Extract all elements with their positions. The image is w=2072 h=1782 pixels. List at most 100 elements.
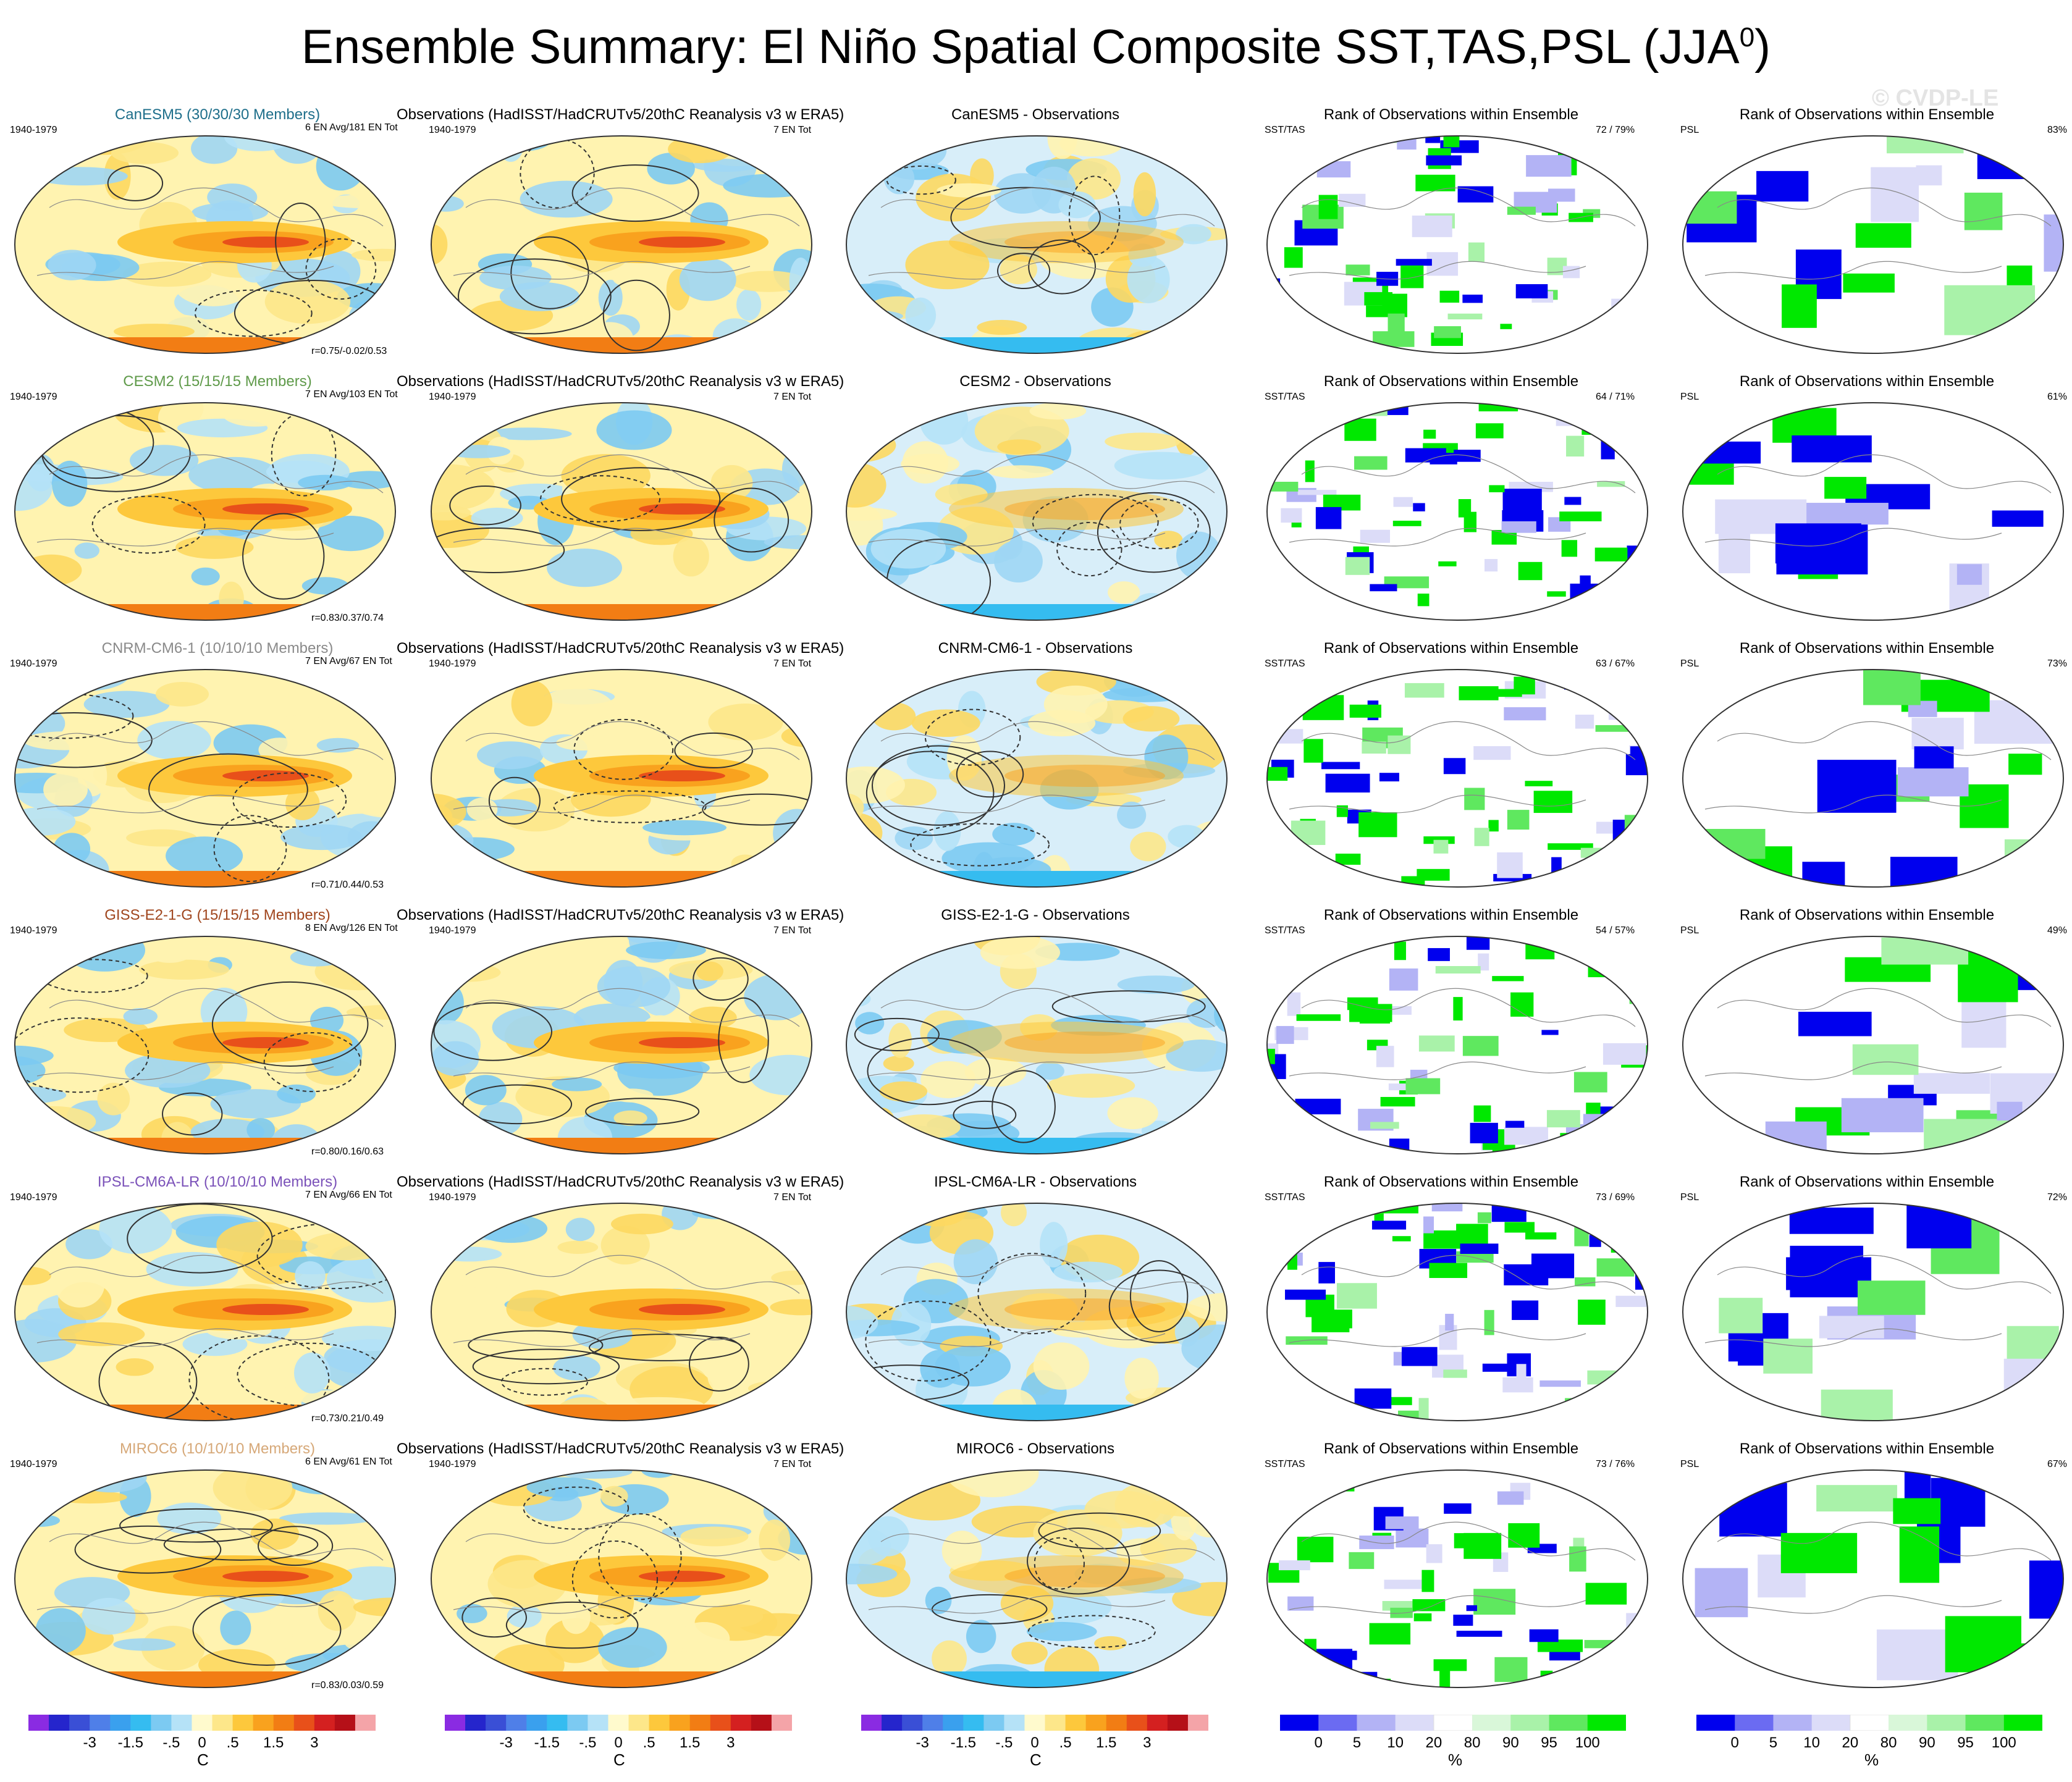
colorbar-tick-label: 0 [614, 1734, 623, 1751]
psl-contour [163, 1528, 319, 1561]
coastline [880, 454, 1215, 494]
ranksst-map [1266, 1469, 1648, 1688]
rank-cell [1560, 1133, 1575, 1154]
rank-cell [1636, 1490, 1648, 1503]
rank-cell [1623, 681, 1648, 700]
anomaly-blob [162, 801, 240, 839]
anomaly-blob [465, 1075, 507, 1106]
rank-cell [1470, 1122, 1498, 1143]
rank-sst-title: Rank of Observations within Ensemble [1323, 106, 1579, 123]
anomaly-blob [557, 1240, 599, 1255]
psl-contour [689, 1336, 749, 1392]
anomaly-blob [1108, 581, 1140, 604]
colorbar-swatch [1735, 1715, 1774, 1731]
rank-sst-value: 64 / 71% [1596, 392, 1635, 402]
coastline [868, 794, 1166, 813]
anomaly-blob [707, 1353, 779, 1400]
title-close: ) [1754, 19, 1771, 74]
difference-title: MIROC6 - Observations [956, 1440, 1115, 1457]
rank-cell [1444, 1503, 1472, 1514]
rank-cell [1267, 171, 1301, 179]
map-background [1267, 1470, 1648, 1687]
anomaly-blob [431, 591, 509, 620]
rank-cell [1276, 1026, 1294, 1044]
rank-cell [1425, 136, 1441, 143]
diff-map [846, 1469, 1228, 1688]
colorbar-swatch [2003, 1715, 2042, 1731]
rank-cell [1429, 1263, 1468, 1279]
rank-cell [1316, 161, 1351, 178]
anomaly-blob [305, 1232, 391, 1261]
rank-cell [1438, 561, 1457, 566]
anomaly-blob [520, 180, 613, 218]
colorbar-tick-label: 90 [1918, 1734, 1935, 1751]
anomaly-blob [431, 224, 448, 266]
rank-cell [1780, 1532, 1858, 1573]
colorbar-tick-label: -3 [499, 1734, 513, 1751]
rank-sst-title: Rank of Observations within Ensemble [1323, 907, 1579, 923]
anomaly-blob [431, 195, 464, 212]
coastline [1717, 721, 2052, 760]
difference-title: CNRM-CM6-1 - Observations [938, 640, 1133, 657]
rank-cell [1491, 530, 1517, 545]
rank-cell [1392, 1236, 1411, 1242]
rank-cell [1824, 477, 1867, 499]
rankpsl-map [1682, 669, 2064, 888]
rank-cell [1598, 146, 1627, 156]
anomaly-blob [324, 1347, 373, 1387]
rank-cell [1556, 403, 1584, 426]
anomaly-blob [294, 1470, 375, 1483]
colorbar-swatch [689, 1715, 711, 1731]
rank-cell [1575, 1277, 1596, 1287]
rank-cell [1643, 1385, 1648, 1397]
temp-map [14, 1203, 396, 1421]
coastline [1301, 1255, 1636, 1294]
coastline [49, 721, 384, 760]
coastline [49, 988, 384, 1027]
anomaly-blob [974, 406, 1069, 456]
psl-contour [211, 981, 369, 1067]
obs-count: 7 EN Tot [773, 1459, 812, 1469]
coastline [453, 261, 751, 280]
anomaly-blob [313, 1530, 395, 1560]
obs-map [431, 135, 812, 354]
anomaly-blob [431, 855, 500, 887]
anomaly-blob [264, 279, 351, 324]
anomaly-blob [277, 427, 308, 448]
rank-cell [1566, 435, 1585, 457]
psl-contour [996, 253, 1051, 289]
map-border [846, 402, 1228, 621]
anomaly-blob [731, 271, 806, 292]
rank-cell [1504, 1264, 1549, 1285]
anomaly-blob [269, 715, 327, 730]
rank-cell [1876, 1629, 1958, 1681]
enso-peak [639, 503, 725, 515]
colorbar-swatch [192, 1715, 213, 1731]
obs-map [431, 1469, 812, 1688]
coastline [1704, 1328, 2002, 1347]
observations-title: Observations (HadISST/HadCRUTv5/20thC Re… [397, 373, 844, 390]
anomaly-blob [499, 282, 580, 311]
rank-cell [1617, 1644, 1646, 1658]
pattern-correlation: r=0.73/0.21/0.49 [311, 1413, 384, 1424]
anomaly-blob [902, 441, 949, 484]
rank-cell [1423, 429, 1436, 439]
rank-cell [1348, 403, 1388, 416]
anomaly-blob [741, 936, 809, 943]
period-label: 1940-1979 [10, 1459, 57, 1469]
map-border [1682, 1203, 2064, 1421]
anomaly-blob [1161, 136, 1201, 157]
rank-sst-value: 72 / 79% [1596, 125, 1635, 135]
anomaly-blob [920, 1061, 976, 1099]
colorbar-swatch [1065, 1715, 1087, 1731]
colorbar-swatch [69, 1715, 90, 1731]
psl-contour [91, 495, 206, 554]
psl-contour [107, 165, 164, 201]
colorbar-tick-label: 1.5 [1096, 1734, 1117, 1751]
psl-contour [127, 1203, 273, 1274]
colorbar-tick-label: 0 [1030, 1734, 1039, 1751]
anomaly-blob [471, 507, 523, 529]
temp-map [14, 669, 396, 888]
rank-cell [2003, 1358, 2063, 1403]
colorbar-swatch [608, 1715, 630, 1731]
